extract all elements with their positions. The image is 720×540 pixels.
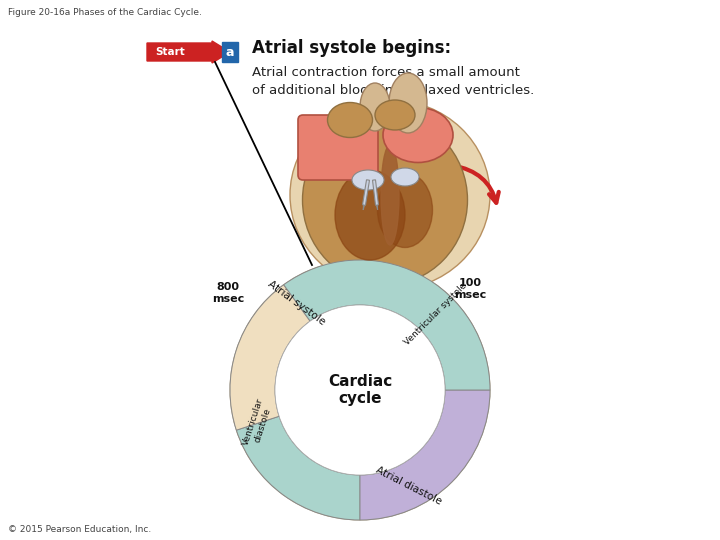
Text: Ventricular
diastole: Ventricular diastole — [241, 397, 274, 450]
Wedge shape — [360, 390, 490, 520]
FancyArrow shape — [372, 180, 379, 210]
Text: Atrial systole begins:: Atrial systole begins: — [252, 39, 451, 57]
Ellipse shape — [391, 168, 419, 186]
Ellipse shape — [381, 145, 399, 245]
Ellipse shape — [328, 103, 372, 138]
Text: Start: Start — [155, 47, 185, 57]
Circle shape — [230, 260, 490, 520]
Ellipse shape — [335, 170, 405, 260]
Text: 0
msec: 0 msec — [294, 282, 326, 303]
Text: Cardiac
cycle: Cardiac cycle — [328, 374, 392, 406]
FancyBboxPatch shape — [298, 115, 378, 180]
Text: Atrial contraction forces a small amount
of additional blood into relaxed ventri: Atrial contraction forces a small amount… — [252, 66, 534, 97]
Text: a: a — [226, 45, 234, 58]
Ellipse shape — [290, 100, 490, 290]
Circle shape — [275, 305, 445, 475]
FancyArrow shape — [147, 41, 230, 63]
Wedge shape — [230, 285, 310, 430]
Text: Ventricular systole: Ventricular systole — [403, 281, 469, 347]
Text: © 2015 Pearson Education, Inc.: © 2015 Pearson Education, Inc. — [8, 525, 151, 534]
Ellipse shape — [352, 170, 384, 190]
Wedge shape — [284, 260, 490, 390]
FancyArrow shape — [362, 180, 369, 210]
Text: 100
msec: 100 msec — [454, 278, 486, 300]
Ellipse shape — [375, 100, 415, 130]
Text: Figure 20-16a Phases of the Cardiac Cycle.: Figure 20-16a Phases of the Cardiac Cycl… — [8, 8, 202, 17]
Ellipse shape — [360, 83, 390, 131]
Text: Atrial diastole: Atrial diastole — [374, 465, 444, 507]
Ellipse shape — [383, 107, 453, 163]
Ellipse shape — [377, 172, 433, 247]
Ellipse shape — [389, 73, 427, 133]
Wedge shape — [236, 416, 360, 520]
Text: 800
msec: 800 msec — [212, 282, 244, 303]
Ellipse shape — [302, 115, 467, 285]
Circle shape — [275, 305, 445, 475]
Text: Atrial systole: Atrial systole — [266, 279, 328, 327]
